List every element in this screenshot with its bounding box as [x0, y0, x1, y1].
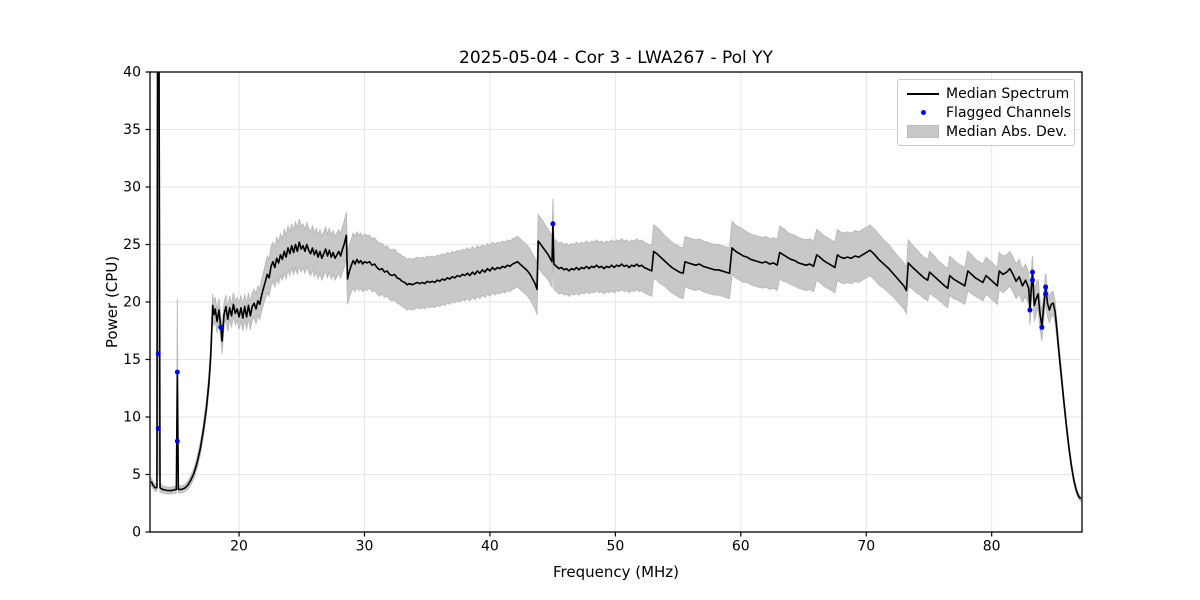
x-tick-label: 70	[857, 539, 875, 555]
median-spectrum-line	[150, 72, 1082, 500]
x-tick-label: 30	[356, 539, 374, 555]
flagged-channel-dot	[550, 221, 556, 227]
legend-label-flagged-channels: Flagged Channels	[946, 104, 1072, 121]
y-tick-label: 0	[132, 524, 141, 540]
flagged-channel-dot	[1029, 277, 1035, 283]
flagged-channel-dot	[174, 438, 180, 444]
y-tick-label: 25	[123, 237, 141, 253]
legend-item-flagged-channels: Flagged Channels	[900, 103, 1072, 122]
flagged-channel-dot	[218, 324, 224, 330]
y-axis-label: Power (CPU)	[103, 255, 121, 349]
y-tick-label: 15	[123, 352, 141, 368]
flagged-channel-dot	[174, 369, 180, 375]
chart-title: 2025-05-04 - Cor 3 - LWA267 - Pol YY	[459, 48, 773, 68]
flagged-channels-dot-swatch	[900, 110, 946, 115]
x-tick-label: 50	[606, 539, 624, 555]
flagged-channel-dot	[1043, 284, 1049, 290]
y-tick-label: 5	[132, 467, 141, 483]
legend-item-median-spectrum: Median Spectrum	[900, 84, 1072, 103]
mad-band-swatch	[900, 125, 946, 138]
x-tick-label: 20	[230, 539, 248, 555]
line-swatch-icon	[907, 92, 939, 95]
y-tick-label: 20	[123, 294, 141, 310]
x-axis-label: Frequency (MHz)	[552, 563, 680, 581]
flagged-channel-dot	[1029, 269, 1035, 275]
y-tick-label: 30	[123, 179, 141, 195]
x-tick-label: 80	[983, 539, 1001, 555]
flagged-channel-dot	[1027, 307, 1033, 313]
flagged-channel-dot	[155, 351, 161, 357]
flagged-channel-dot	[1043, 291, 1049, 297]
legend-item-mad: Median Abs. Dev.	[900, 122, 1072, 141]
legend: Median Spectrum Flagged Channels Median …	[897, 79, 1075, 146]
flagged-channel-dot	[1039, 324, 1045, 330]
x-tick-label: 60	[732, 539, 750, 555]
y-tick-label: 40	[123, 64, 141, 80]
legend-label-mad: Median Abs. Dev.	[946, 123, 1068, 140]
dot-swatch-icon	[920, 110, 926, 115]
flagged-channel-dot	[155, 426, 161, 431]
legend-label-median-spectrum: Median Spectrum	[946, 85, 1070, 102]
y-tick-label: 35	[123, 122, 141, 138]
patch-swatch-icon	[907, 125, 939, 138]
mad-band	[150, 72, 1082, 502]
x-tick-label: 40	[481, 539, 499, 555]
y-tick-label: 10	[123, 409, 141, 425]
median-spectrum-line-swatch	[900, 92, 946, 95]
